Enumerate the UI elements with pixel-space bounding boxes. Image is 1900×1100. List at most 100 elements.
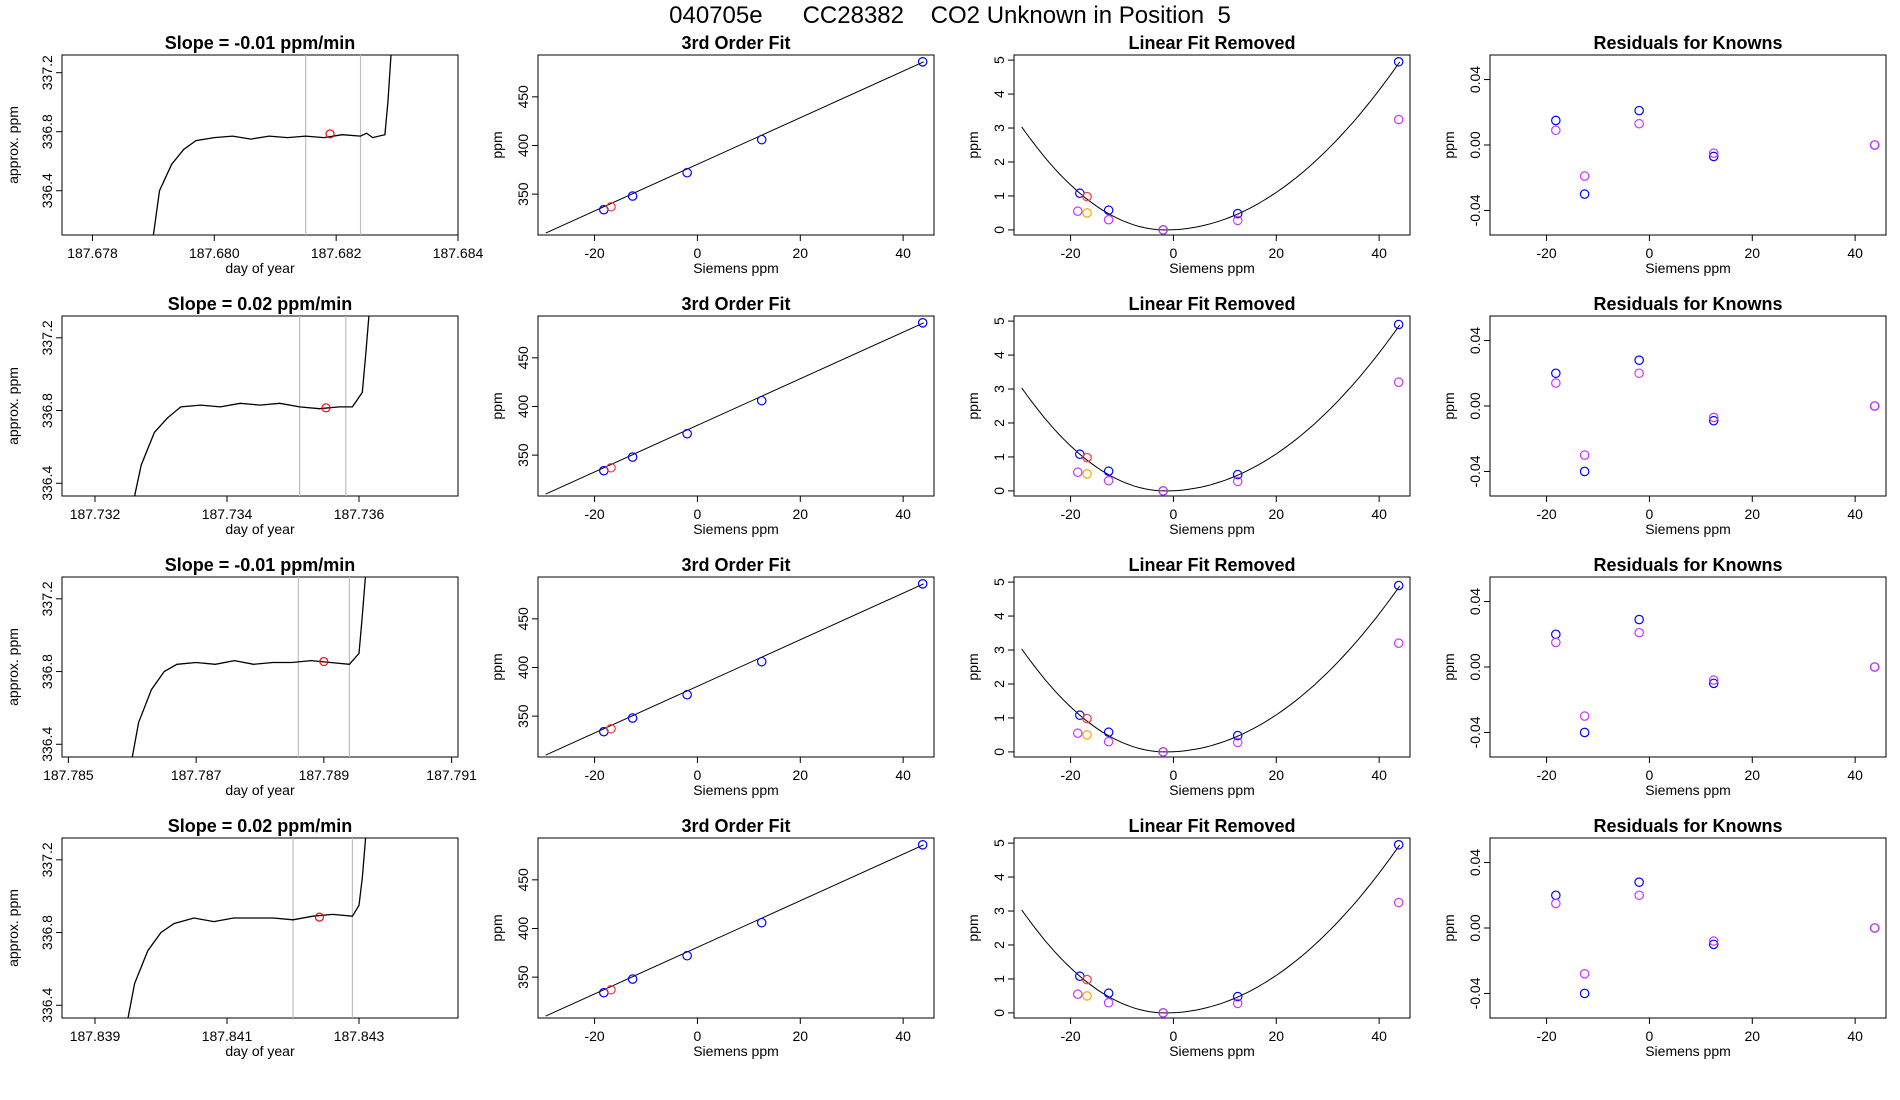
data-point	[1634, 627, 1644, 638]
data-point	[1708, 675, 1719, 685]
x-tick-label: 0	[1646, 767, 1654, 783]
x-tick-label: 20	[1268, 1028, 1284, 1044]
data-point	[756, 917, 767, 928]
data-point	[1551, 637, 1561, 648]
analyzer-trace	[152, 55, 392, 235]
x-tick-label: -20	[584, 506, 604, 522]
x-tick-label: 40	[1371, 506, 1387, 522]
y-axis-label: ppm	[489, 392, 505, 419]
y-tick-label: 3	[991, 385, 1007, 393]
y-tick-label: 2	[991, 419, 1007, 427]
data-point	[1579, 450, 1590, 460]
data-point	[1158, 1008, 1168, 1018]
data-point	[1708, 412, 1719, 423]
x-tick-label: 20	[1268, 767, 1284, 783]
y-axis-label: approx. ppm	[5, 106, 21, 184]
y-tick-label: 0.04	[1467, 66, 1483, 93]
y-tick-label: 0.00	[1467, 131, 1483, 158]
y-tick-label: 336.8	[39, 114, 55, 149]
x-axis-label: Siemens ppm	[693, 782, 779, 798]
y-tick-label: 350	[515, 704, 531, 728]
y-axis-label: ppm	[965, 914, 981, 941]
y-tick-label: 0.00	[1467, 653, 1483, 680]
x-tick-label: 20	[1744, 1028, 1760, 1044]
y-tick-label: 1	[991, 453, 1007, 461]
x-tick-label: 0	[694, 245, 702, 261]
data-point	[1579, 171, 1590, 181]
x-axis-label: Siemens ppm	[1645, 260, 1731, 276]
data-point	[1393, 114, 1404, 125]
x-tick-label: 187.682	[311, 245, 362, 261]
plot-frame	[61, 54, 459, 236]
data-point	[1579, 727, 1590, 738]
x-tick-label: 187.789	[299, 767, 350, 783]
y-tick-label: 336.8	[39, 915, 55, 950]
data-point	[1082, 713, 1092, 724]
x-tick-label: 20	[792, 506, 808, 522]
plot-frame	[1013, 837, 1411, 1019]
plot-frame	[537, 54, 935, 236]
x-tick-label: 187.684	[433, 245, 484, 261]
x-tick-label: 40	[1847, 506, 1863, 522]
plot-frame	[61, 576, 459, 758]
x-axis-label: Siemens ppm	[693, 260, 779, 276]
plot-frame	[1489, 576, 1887, 758]
x-tick-label: 0	[1170, 767, 1178, 783]
y-tick-label: 400	[515, 656, 531, 680]
panel-title: Residuals for Knowns	[1593, 555, 1782, 575]
plot-frame	[1013, 315, 1411, 497]
x-tick-label: 187.736	[334, 506, 385, 522]
data-point	[1551, 629, 1561, 640]
data-point	[682, 950, 692, 961]
y-tick-label: 337.2	[39, 55, 55, 90]
y-tick-label: 0.00	[1467, 392, 1483, 419]
fit-line	[545, 583, 924, 756]
x-axis-label: Siemens ppm	[1169, 260, 1255, 276]
y-axis-label: ppm	[1441, 392, 1457, 419]
analyzer-trace	[133, 316, 370, 496]
data-point	[1869, 662, 1880, 672]
y-tick-label: -0.04	[1467, 977, 1483, 1009]
data-point	[682, 689, 692, 700]
x-tick-label: 20	[1744, 506, 1760, 522]
x-tick-label: 20	[792, 767, 808, 783]
x-tick-label: 0	[694, 1028, 702, 1044]
data-point	[1232, 215, 1243, 226]
x-tick-label: 20	[792, 1028, 808, 1044]
data-point	[1579, 988, 1590, 999]
panel-title: Slope = -0.01 ppm/min	[165, 33, 356, 53]
y-tick-label: 400	[515, 395, 531, 419]
data-point	[627, 974, 638, 984]
y-tick-label: 5	[991, 56, 1007, 64]
y-tick-label: 0	[991, 226, 1007, 234]
data-point	[1232, 469, 1243, 480]
data-point	[1232, 737, 1243, 748]
data-point	[1869, 923, 1880, 933]
y-axis-label: ppm	[965, 131, 981, 158]
data-point	[1232, 730, 1243, 741]
x-tick-label: 187.732	[70, 506, 121, 522]
data-point	[1158, 225, 1168, 235]
x-tick-label: 40	[1847, 245, 1863, 261]
y-axis-label: ppm	[489, 914, 505, 941]
fit-line	[545, 322, 924, 495]
y-tick-label: 336.8	[39, 654, 55, 689]
data-point	[1082, 452, 1092, 463]
data-point	[1393, 319, 1404, 330]
x-tick-label: 40	[1371, 245, 1387, 261]
panel-title: Residuals for Knowns	[1593, 816, 1782, 836]
data-point	[1072, 728, 1083, 739]
panel-title: Linear Fit Removed	[1128, 33, 1295, 53]
y-tick-label: 3	[991, 646, 1007, 654]
fit-line	[545, 61, 924, 234]
data-point	[1103, 214, 1114, 225]
panel-title: Residuals for Knowns	[1593, 294, 1782, 314]
data-point	[1634, 614, 1644, 625]
data-point	[1579, 466, 1590, 477]
x-tick-label: 40	[895, 506, 911, 522]
data-point	[1634, 105, 1644, 116]
x-tick-label: 40	[895, 767, 911, 783]
fit-line	[545, 844, 924, 1017]
x-axis-label: Siemens ppm	[1169, 521, 1255, 537]
